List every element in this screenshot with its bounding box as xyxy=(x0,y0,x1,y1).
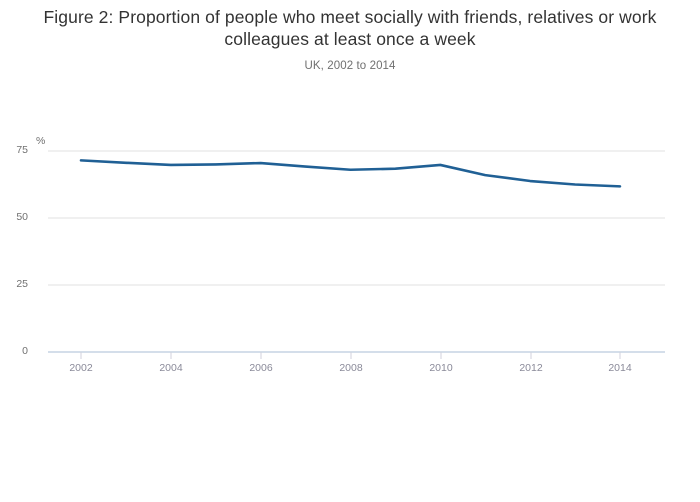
x-tick-label-2004: 2004 xyxy=(159,362,183,374)
y-tick-label-25: 25 xyxy=(16,278,28,290)
chart-subtitle: UK, 2002 to 2014 xyxy=(304,60,396,72)
data-series-line xyxy=(79,159,622,188)
title-block: Figure 2: Proportion of people who meet … xyxy=(20,6,680,72)
gridlines xyxy=(48,150,665,353)
x-tick-label-2002: 2002 xyxy=(69,362,93,374)
chart-title: Figure 2: Proportion of people who meet … xyxy=(43,7,657,49)
y-tick-label-75: 75 xyxy=(16,144,28,156)
y-tick-label-0: 0 xyxy=(22,345,28,357)
y-axis-unit-label: % xyxy=(36,135,46,147)
x-tick-label-2008: 2008 xyxy=(339,362,363,374)
x-tick-label-2010: 2010 xyxy=(429,362,453,374)
x-tick-label-2012: 2012 xyxy=(519,362,543,374)
x-axis-ticks xyxy=(80,352,621,359)
x-tick-label-2006: 2006 xyxy=(249,362,273,374)
x-tick-label-2014: 2014 xyxy=(608,362,632,374)
y-tick-label-50: 50 xyxy=(16,211,28,223)
